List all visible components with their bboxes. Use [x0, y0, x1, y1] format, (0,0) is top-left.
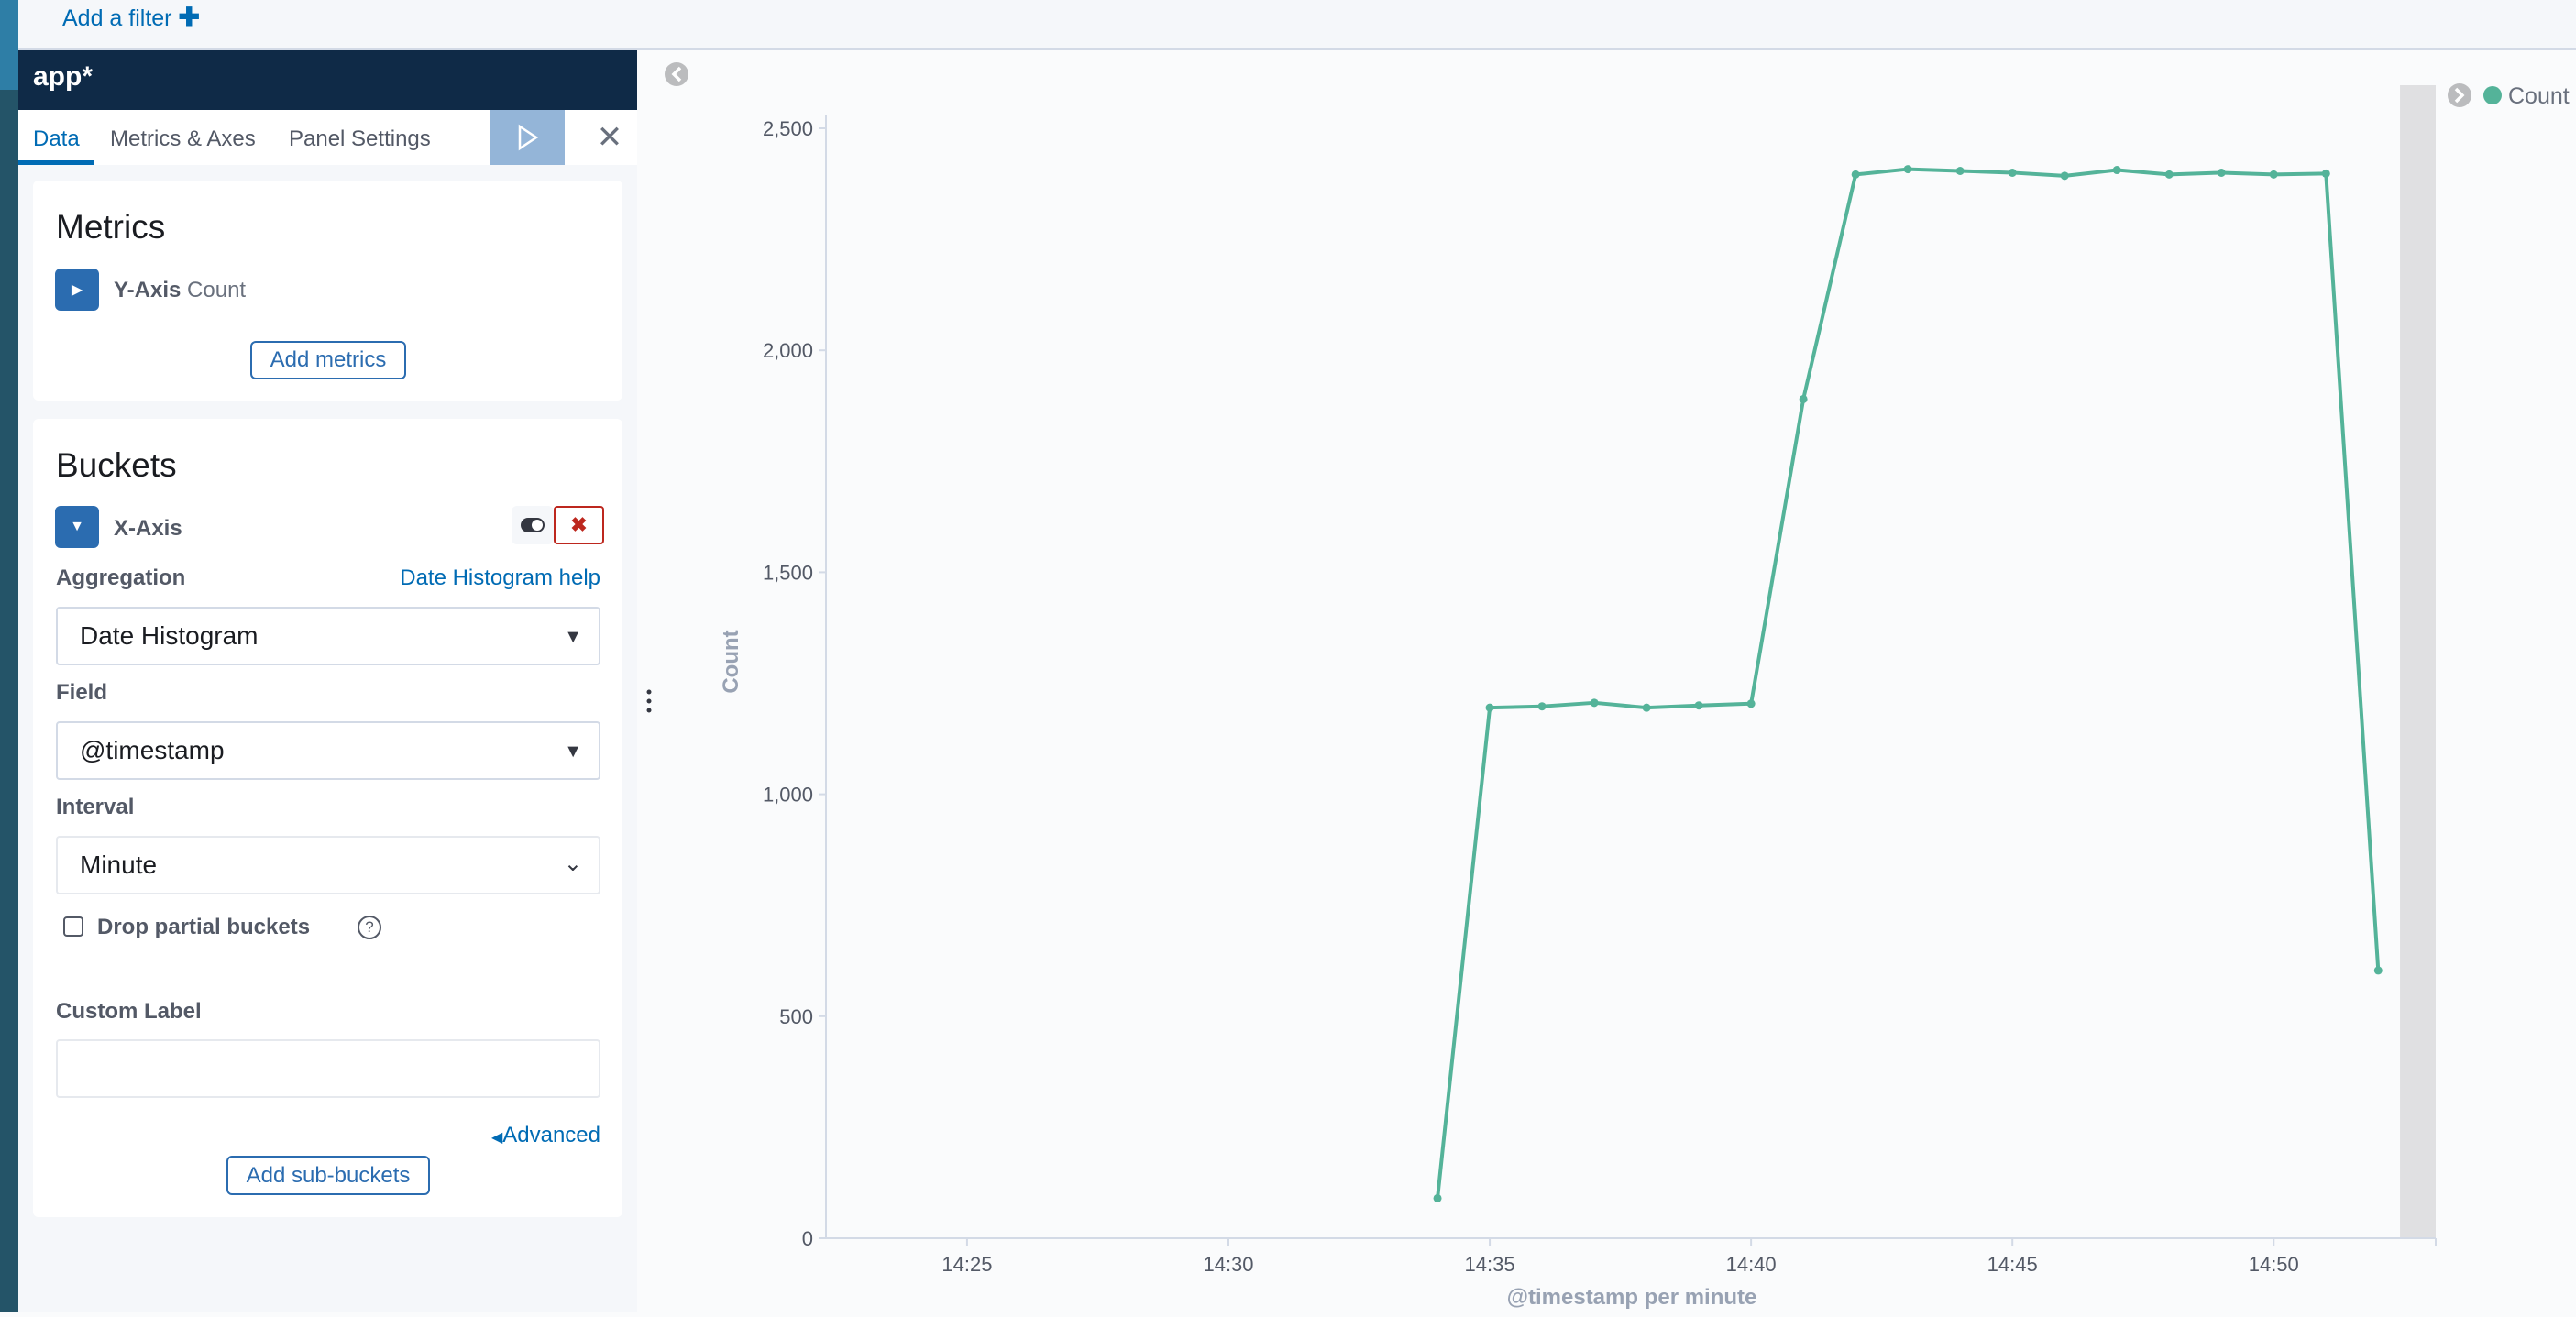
data-point[interactable] [2321, 169, 2330, 178]
data-point[interactable] [1903, 165, 1912, 174]
index-pattern-title: app* [18, 50, 637, 110]
y-axis-title: Count [719, 630, 743, 693]
partial-bucket-region [2400, 85, 2436, 1238]
toggle-icon [521, 518, 545, 532]
discard-button[interactable]: ✕ [587, 110, 633, 165]
add-sub-buckets-button[interactable]: Add sub-buckets [226, 1156, 430, 1195]
expand-metric-button[interactable]: ▶ [55, 269, 99, 311]
legend: Count [2448, 83, 2570, 109]
caret-down-icon: ▼ [564, 627, 582, 647]
data-point[interactable] [1433, 1193, 1442, 1202]
aggregation-label: Aggregation [56, 565, 186, 590]
x-tick-label: 14:50 [2249, 1253, 2299, 1276]
editor-tabs: Data Metrics & Axes Panel Settings ✕ [18, 110, 637, 165]
caret-left-icon: ◀ [490, 1130, 503, 1146]
data-point[interactable] [1694, 701, 1703, 710]
buckets-title: Buckets [56, 446, 177, 484]
y-tick-label: 2,500 [763, 117, 813, 140]
bucket-x-axis-label: X-Axis [114, 516, 182, 541]
data-point[interactable] [2373, 966, 2383, 975]
tab-metrics-axes[interactable]: Metrics & Axes [110, 126, 256, 151]
y-tick-label: 1,000 [763, 784, 813, 807]
interval-select[interactable]: Minute ⌄ [56, 836, 600, 894]
x-tick-label: 14:45 [1987, 1253, 2038, 1276]
x-tick-label: 14:25 [941, 1253, 992, 1276]
plus-icon: ✚ [178, 3, 200, 31]
y-tick-label: 2,000 [763, 339, 813, 362]
legend-item-count[interactable]: Count [2508, 83, 2570, 109]
collapse-bucket-button[interactable]: ▼ [55, 506, 99, 548]
custom-label-label: Custom Label [56, 999, 202, 1024]
play-icon [518, 124, 538, 151]
app-nav-active[interactable] [0, 0, 18, 90]
data-point[interactable] [1799, 394, 1808, 403]
data-point[interactable] [1485, 703, 1494, 712]
metric-y-axis-label: Y-Axis Count [114, 278, 247, 302]
collapse-editor-button[interactable] [665, 62, 688, 86]
chevron-right-icon: ▶ [71, 282, 83, 298]
data-point[interactable] [1537, 702, 1547, 711]
active-tab-indicator [18, 160, 94, 165]
data-point[interactable] [1851, 170, 1860, 179]
legend-swatch [2483, 86, 2502, 104]
data-point[interactable] [2164, 170, 2174, 179]
apply-changes-button[interactable] [490, 110, 565, 165]
drop-partial-checkbox[interactable] [63, 916, 83, 937]
data-point[interactable] [1642, 703, 1651, 712]
close-icon: ✕ [596, 120, 623, 155]
editor-sidebar: app* Data Metrics & Axes Panel Settings … [18, 50, 637, 1312]
remove-bucket-button[interactable]: ✖ [554, 506, 604, 544]
data-point[interactable] [2112, 166, 2121, 175]
y-tick-label: 1,500 [763, 561, 813, 584]
field-select[interactable]: @timestamp ▼ [56, 721, 600, 780]
date-histogram-help-link[interactable]: Date Histogram help [400, 565, 600, 590]
legend-toggle-button[interactable] [2448, 83, 2471, 107]
delete-x-icon: ✖ [570, 513, 588, 536]
x-axis-title: @timestamp per minute [1507, 1285, 1757, 1310]
buckets-card: Buckets ▼ X-Axis ✖ Aggregation Date Hist… [33, 419, 622, 1217]
field-label: Field [56, 680, 108, 705]
drop-partial-label: Drop partial buckets [97, 915, 311, 939]
help-question-icon[interactable]: ? [358, 916, 381, 939]
metrics-title: Metrics [56, 208, 166, 246]
filter-bar: Add a filter ✚ [18, 0, 2576, 50]
y-tick-label: 0 [802, 1227, 813, 1250]
chart-area: 0 500 1,000 1,500 2,000 2,500 14:25 14:30 14:35 1… [637, 50, 2576, 1312]
data-point[interactable] [2217, 168, 2226, 177]
tab-data[interactable]: Data [33, 126, 80, 151]
x-tick-label: 14:30 [1203, 1253, 1253, 1276]
chevron-down-icon: ⌄ [563, 851, 582, 876]
data-point[interactable] [2008, 168, 2017, 177]
data-point[interactable] [1746, 699, 1756, 708]
series-line-count [1436, 167, 2381, 1199]
tab-panel-settings[interactable]: Panel Settings [289, 126, 431, 151]
toggle-bucket-button[interactable] [512, 506, 554, 544]
caret-down-icon: ▼ [564, 741, 582, 762]
add-metrics-button[interactable]: Add metrics [250, 341, 406, 379]
app-nav-strip [0, 0, 18, 1312]
aggregation-select[interactable]: Date Histogram ▼ [56, 607, 600, 665]
interval-label: Interval [56, 795, 135, 819]
data-point[interactable] [2060, 171, 2069, 181]
advanced-toggle-link[interactable]: ◀Advanced [490, 1123, 600, 1147]
data-point[interactable] [1590, 698, 1599, 708]
data-point[interactable] [2269, 170, 2278, 179]
y-tick-label: 500 [779, 1005, 813, 1028]
add-filter-link[interactable]: Add a filter ✚ [62, 2, 200, 32]
metrics-card: Metrics ▶ Y-Axis Count Add metrics [33, 181, 622, 401]
custom-label-input[interactable] [56, 1039, 600, 1098]
x-tick-label: 14:35 [1465, 1253, 1515, 1276]
chevron-down-icon: ▼ [70, 519, 84, 534]
x-tick-label: 14:40 [1726, 1253, 1777, 1276]
add-filter-label: Add a filter [62, 5, 172, 31]
resize-handle-icon[interactable] [646, 689, 652, 713]
data-point[interactable] [1955, 167, 1965, 176]
line-chart: 0 500 1,000 1,500 2,000 2,500 14:25 14:30 14:35 1… [646, 62, 2570, 1310]
